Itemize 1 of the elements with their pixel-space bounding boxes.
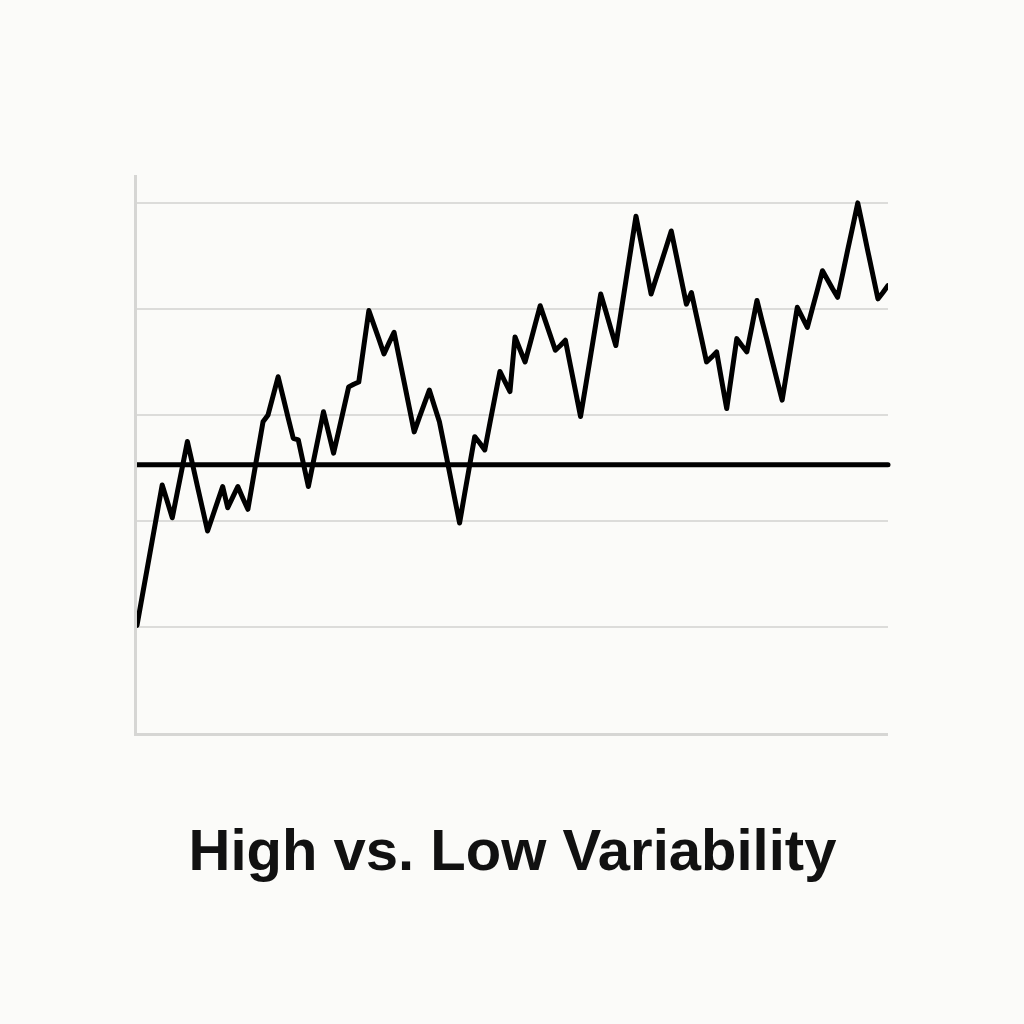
text: High vs. Low Variability: [188, 817, 837, 883]
